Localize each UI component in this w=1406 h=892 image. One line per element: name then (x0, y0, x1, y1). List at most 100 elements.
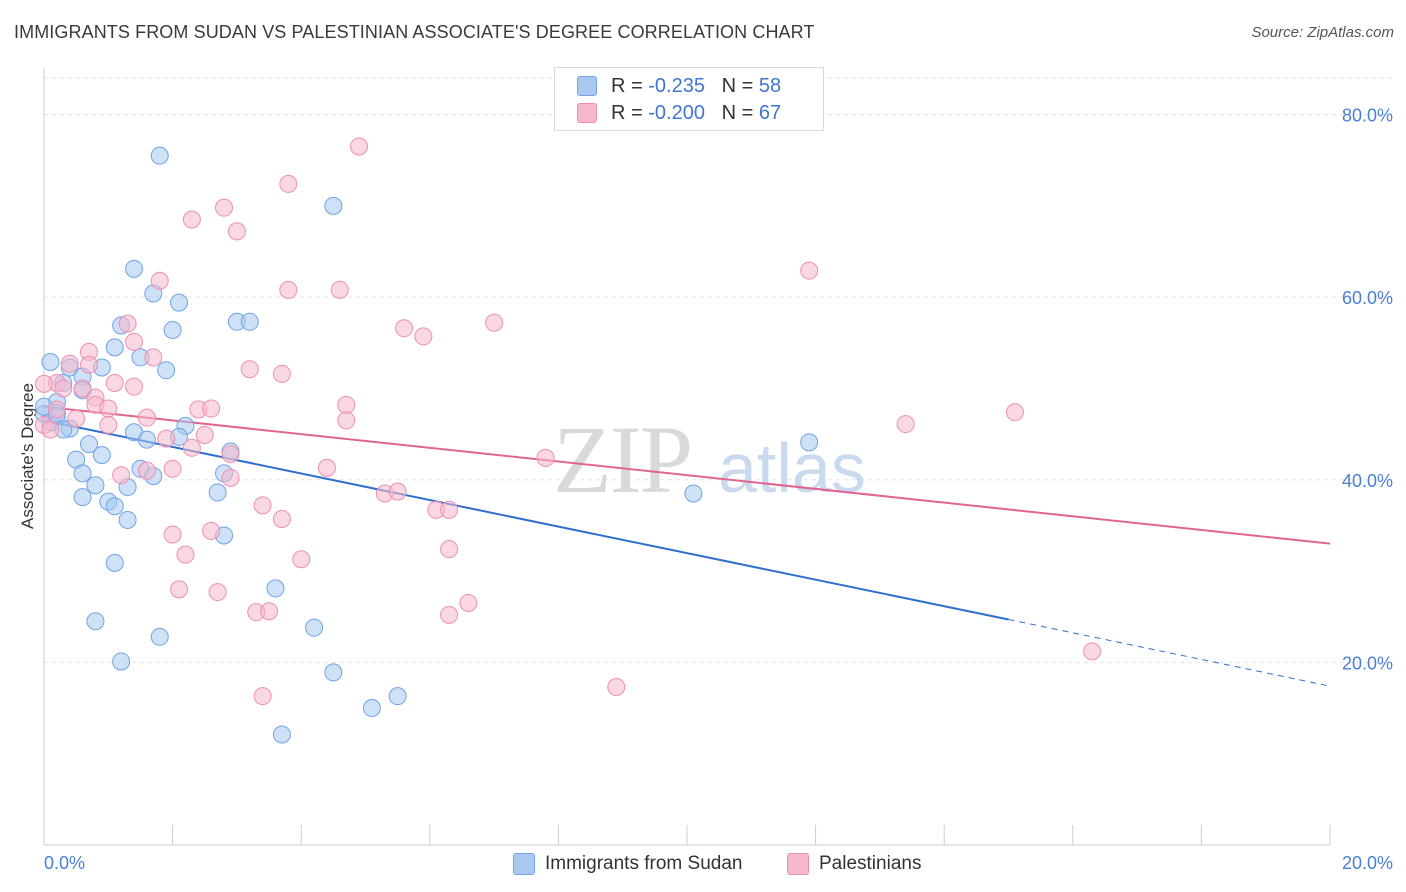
point-palestinian (388, 482, 407, 501)
point-sudan (684, 484, 703, 503)
point-palestinian (459, 594, 478, 613)
tick-labels: 20.0% 40.0% 60.0% 80.0% 0.0% 20.0% (44, 106, 1393, 873)
point-palestinian (337, 395, 356, 414)
x-tick-label: 0.0% (44, 853, 85, 873)
point-palestinian (202, 521, 221, 540)
point-sudan (92, 446, 111, 465)
point-palestinian (118, 314, 137, 333)
stats-box: R = -0.235 N = 58 R = -0.200 N = 67 (554, 67, 824, 131)
point-sudan (137, 430, 156, 449)
chart-title: IMMIGRANTS FROM SUDAN VS PALESTINIAN ASS… (14, 22, 815, 42)
point-palestinian (279, 174, 298, 193)
point-sudan (73, 464, 92, 483)
point-palestinian (208, 583, 227, 602)
point-palestinian (337, 411, 356, 430)
point-palestinian (35, 374, 53, 393)
point-palestinian (41, 420, 60, 439)
point-palestinian (227, 222, 246, 241)
r-value: -0.200 (648, 102, 705, 124)
trend-lines (43, 405, 1331, 687)
point-palestinian (253, 687, 272, 706)
legend-swatch-palestinians (787, 853, 809, 875)
point-palestinian (272, 510, 291, 529)
point-sudan (86, 612, 105, 631)
x-tick-label: 20.0% (1342, 853, 1393, 873)
data-points (35, 137, 1102, 744)
point-palestinian (144, 348, 163, 367)
point-sudan (272, 725, 291, 744)
point-palestinian (440, 540, 459, 559)
point-palestinian (163, 525, 182, 544)
point-sudan (86, 476, 105, 495)
point-sudan (305, 618, 324, 637)
point-sudan (266, 579, 285, 598)
point-sudan (163, 321, 182, 340)
point-palestinian (125, 377, 144, 396)
point-sudan (800, 433, 819, 452)
point-sudan (105, 338, 124, 357)
point-sudan (240, 312, 259, 331)
point-sudan (157, 361, 176, 380)
point-sudan (324, 196, 343, 215)
point-palestinian (240, 360, 259, 379)
point-palestinian (54, 379, 73, 398)
axes (43, 68, 1331, 846)
point-sudan (41, 352, 60, 371)
point-palestinian (1083, 642, 1102, 661)
y-tick-label: 60.0% (1342, 288, 1393, 308)
legend-swatch-sudan (513, 853, 535, 875)
r-label: R = (611, 102, 649, 124)
watermark-atlas: atlas (718, 429, 866, 507)
point-sudan (125, 259, 144, 278)
watermark-zip: ZIP (553, 406, 691, 513)
point-sudan (170, 293, 189, 312)
legend-label-palestinians: Palestinians (819, 853, 922, 874)
stats-swatch-sudan (577, 76, 597, 96)
point-palestinian (163, 459, 182, 478)
r-label: R = (611, 75, 649, 97)
point-palestinian (195, 426, 214, 445)
point-palestinian (317, 458, 336, 477)
point-palestinian (137, 461, 156, 480)
watermark: ZIP atlas (553, 406, 866, 513)
trend-line-1 (43, 405, 1331, 545)
point-palestinian (485, 313, 504, 332)
point-sudan (150, 627, 169, 646)
legend-label-sudan: Immigrants from Sudan (545, 853, 743, 874)
point-palestinian (125, 332, 144, 351)
point-palestinian (182, 210, 201, 229)
point-palestinian (896, 415, 915, 434)
point-palestinian (47, 400, 66, 419)
point-palestinian (67, 409, 86, 428)
point-sudan (150, 146, 169, 165)
point-palestinian (137, 408, 156, 427)
point-palestinian (395, 319, 414, 338)
point-sudan (80, 435, 99, 454)
point-sudan (105, 553, 124, 572)
r-value: -0.235 (648, 75, 705, 97)
point-palestinian (176, 545, 195, 564)
point-palestinian (182, 438, 201, 457)
point-palestinian (202, 399, 221, 418)
point-palestinian (260, 602, 279, 621)
point-palestinian (215, 198, 234, 217)
point-sudan (324, 663, 343, 682)
point-palestinian (330, 280, 349, 299)
trend-line-dashed-0 (1008, 618, 1331, 687)
point-sudan (362, 699, 381, 718)
n-label: N = (721, 102, 759, 124)
point-sudan (118, 510, 137, 529)
point-palestinian (292, 550, 311, 569)
legend: Immigrants from Sudan Palestinians (0, 852, 1406, 878)
point-palestinian (800, 261, 819, 280)
y-tick-label: 40.0% (1342, 471, 1393, 491)
point-palestinian (272, 364, 291, 383)
point-sudan (388, 687, 407, 706)
point-palestinian (170, 580, 189, 599)
point-palestinian (221, 445, 240, 464)
y-tick-label: 80.0% (1342, 106, 1393, 126)
point-palestinian (99, 399, 118, 418)
point-palestinian (607, 678, 626, 697)
point-sudan (112, 652, 131, 671)
